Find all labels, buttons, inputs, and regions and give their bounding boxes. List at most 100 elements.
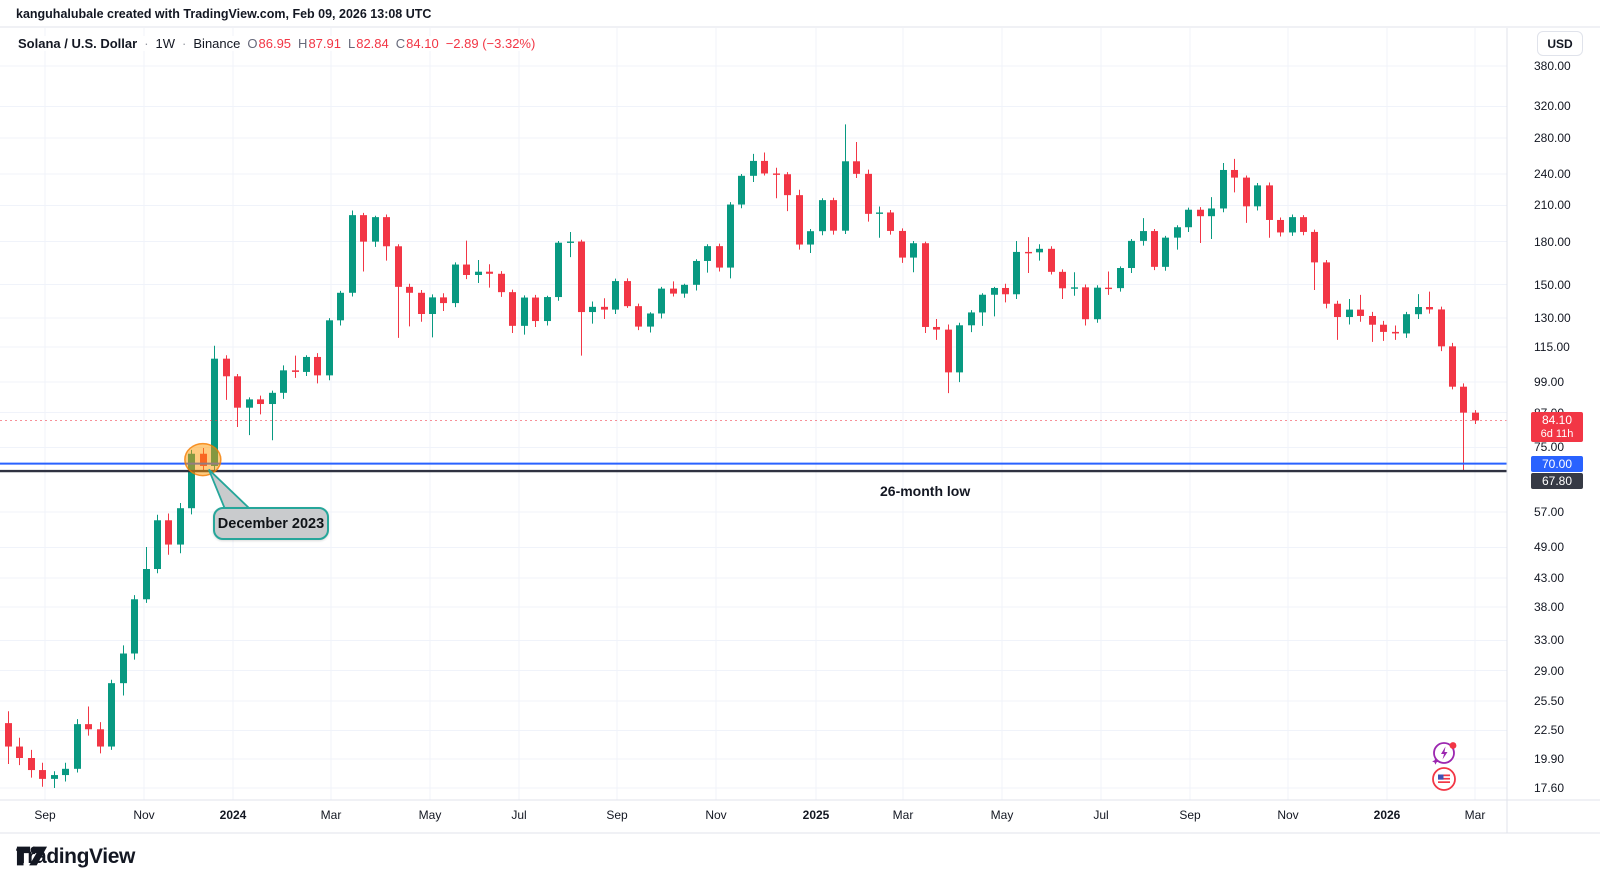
candle-body xyxy=(1220,169,1227,209)
candle-body xyxy=(887,212,894,231)
time-tick-label: Jul xyxy=(1093,808,1109,822)
candle-body xyxy=(1036,248,1043,253)
ohlc-open: O 86.95 xyxy=(247,36,291,51)
candle-body xyxy=(1140,231,1147,241)
last-price-label: 84.10 6d 11h xyxy=(1531,411,1583,442)
price-tick-label: 29.00 xyxy=(1534,663,1565,678)
time-tick-label: Nov xyxy=(1277,808,1299,822)
candle-body xyxy=(1472,412,1479,421)
candle-body xyxy=(899,230,906,258)
candle-body xyxy=(601,306,608,310)
attribution-text: kanguhalubale created with TradingView.c… xyxy=(16,7,432,21)
candle-body xyxy=(1243,177,1250,207)
candle-body xyxy=(716,246,723,268)
candle-body xyxy=(1346,309,1353,318)
price-tick-label: 38.00 xyxy=(1534,600,1565,615)
december-2023-callout[interactable]: December 2023 xyxy=(213,507,329,540)
candle-body xyxy=(578,241,585,313)
price-tick-label: 320.00 xyxy=(1534,99,1571,114)
price-tick-label: 57.00 xyxy=(1534,504,1565,519)
candle-body xyxy=(1460,386,1467,413)
price-tick-label: 22.50 xyxy=(1534,723,1565,738)
separator-dot: · xyxy=(182,36,187,51)
candle-body xyxy=(1059,271,1066,289)
candle-body xyxy=(108,683,115,747)
us-flag-icon[interactable] xyxy=(1431,766,1457,792)
candle-body xyxy=(280,370,287,393)
candle-body xyxy=(5,723,12,747)
candle-body xyxy=(143,569,150,600)
time-tick-label: 2025 xyxy=(802,808,830,822)
candle-body xyxy=(865,173,872,214)
candle-body xyxy=(395,246,402,287)
candle-body xyxy=(406,286,413,293)
candle-body xyxy=(647,313,654,327)
price-tick-label: 43.00 xyxy=(1534,571,1565,586)
candle-body xyxy=(85,724,92,730)
candle-body xyxy=(738,175,745,205)
price-tick-label: 75.00 xyxy=(1534,440,1565,455)
candle-body xyxy=(1449,346,1456,387)
candle-body xyxy=(463,264,470,275)
open-value: 86.95 xyxy=(258,36,292,51)
candle-body xyxy=(670,288,677,294)
time-tick-label: Sep xyxy=(606,808,628,822)
candle-body xyxy=(1162,237,1169,267)
time-tick-label: Nov xyxy=(705,808,727,822)
candle-body xyxy=(1048,248,1055,272)
close-value: 84.10 xyxy=(406,36,439,51)
currency-toggle-button[interactable]: USD xyxy=(1537,31,1583,56)
candle-body xyxy=(360,215,367,242)
time-tick-label: Sep xyxy=(1179,808,1201,822)
open-letter: O xyxy=(247,36,258,51)
candle-body xyxy=(452,264,459,304)
price-tick-label: 150.00 xyxy=(1534,277,1571,292)
candle-body xyxy=(784,174,791,196)
candle-body xyxy=(624,281,631,307)
tradingview-logo[interactable]: TradingView xyxy=(16,845,135,869)
price-tick-label: 25.50 xyxy=(1534,693,1565,708)
bar-countdown: 6d 11h xyxy=(1540,427,1574,440)
candle-body xyxy=(314,356,321,376)
ohlc-high: H 87.91 xyxy=(298,36,341,51)
candle-body xyxy=(773,173,780,175)
time-tick-label: Mar xyxy=(1464,808,1486,822)
candle-body xyxy=(1380,324,1387,332)
time-tick-label: Mar xyxy=(892,808,914,822)
price-tick-label: 380.00 xyxy=(1534,59,1571,74)
candle-body xyxy=(372,217,379,242)
exchange-label: Binance xyxy=(193,36,241,51)
candle-body xyxy=(693,260,700,285)
candle-body xyxy=(1197,209,1204,217)
close-letter: C xyxy=(395,36,406,51)
price-tick-label: 17.60 xyxy=(1534,781,1565,796)
candle-body xyxy=(933,326,940,330)
candle-body xyxy=(1071,287,1078,289)
candle-body xyxy=(28,758,35,771)
candle-body xyxy=(1266,185,1273,220)
candle-body xyxy=(1151,231,1158,267)
ohlc-close: C 84.10 xyxy=(396,36,439,51)
time-tick-label: May xyxy=(990,808,1014,822)
candle-body xyxy=(1403,314,1410,334)
candle-body xyxy=(956,325,963,373)
candle-body xyxy=(1128,240,1135,269)
separator-dot: · xyxy=(144,36,149,51)
highlight-circle[interactable] xyxy=(184,442,222,477)
candle-body xyxy=(1002,287,1009,295)
ai-spark-icon[interactable] xyxy=(1430,739,1458,767)
candle-body xyxy=(74,724,81,769)
candle-body xyxy=(234,376,241,408)
price-tick-label: 19.90 xyxy=(1534,752,1565,767)
26-month-low-annotation[interactable]: 26-month low xyxy=(880,483,971,499)
price-tick-label: 210.00 xyxy=(1534,198,1571,213)
price-tick-label: 49.00 xyxy=(1534,540,1565,555)
candle-body xyxy=(704,246,711,261)
candle-body xyxy=(1323,262,1330,304)
candle-body xyxy=(257,399,264,405)
time-tick-label: Jul xyxy=(511,808,527,822)
candle-body xyxy=(842,161,849,231)
candle-body xyxy=(567,241,574,243)
tradingview-logo-mark xyxy=(16,846,48,866)
